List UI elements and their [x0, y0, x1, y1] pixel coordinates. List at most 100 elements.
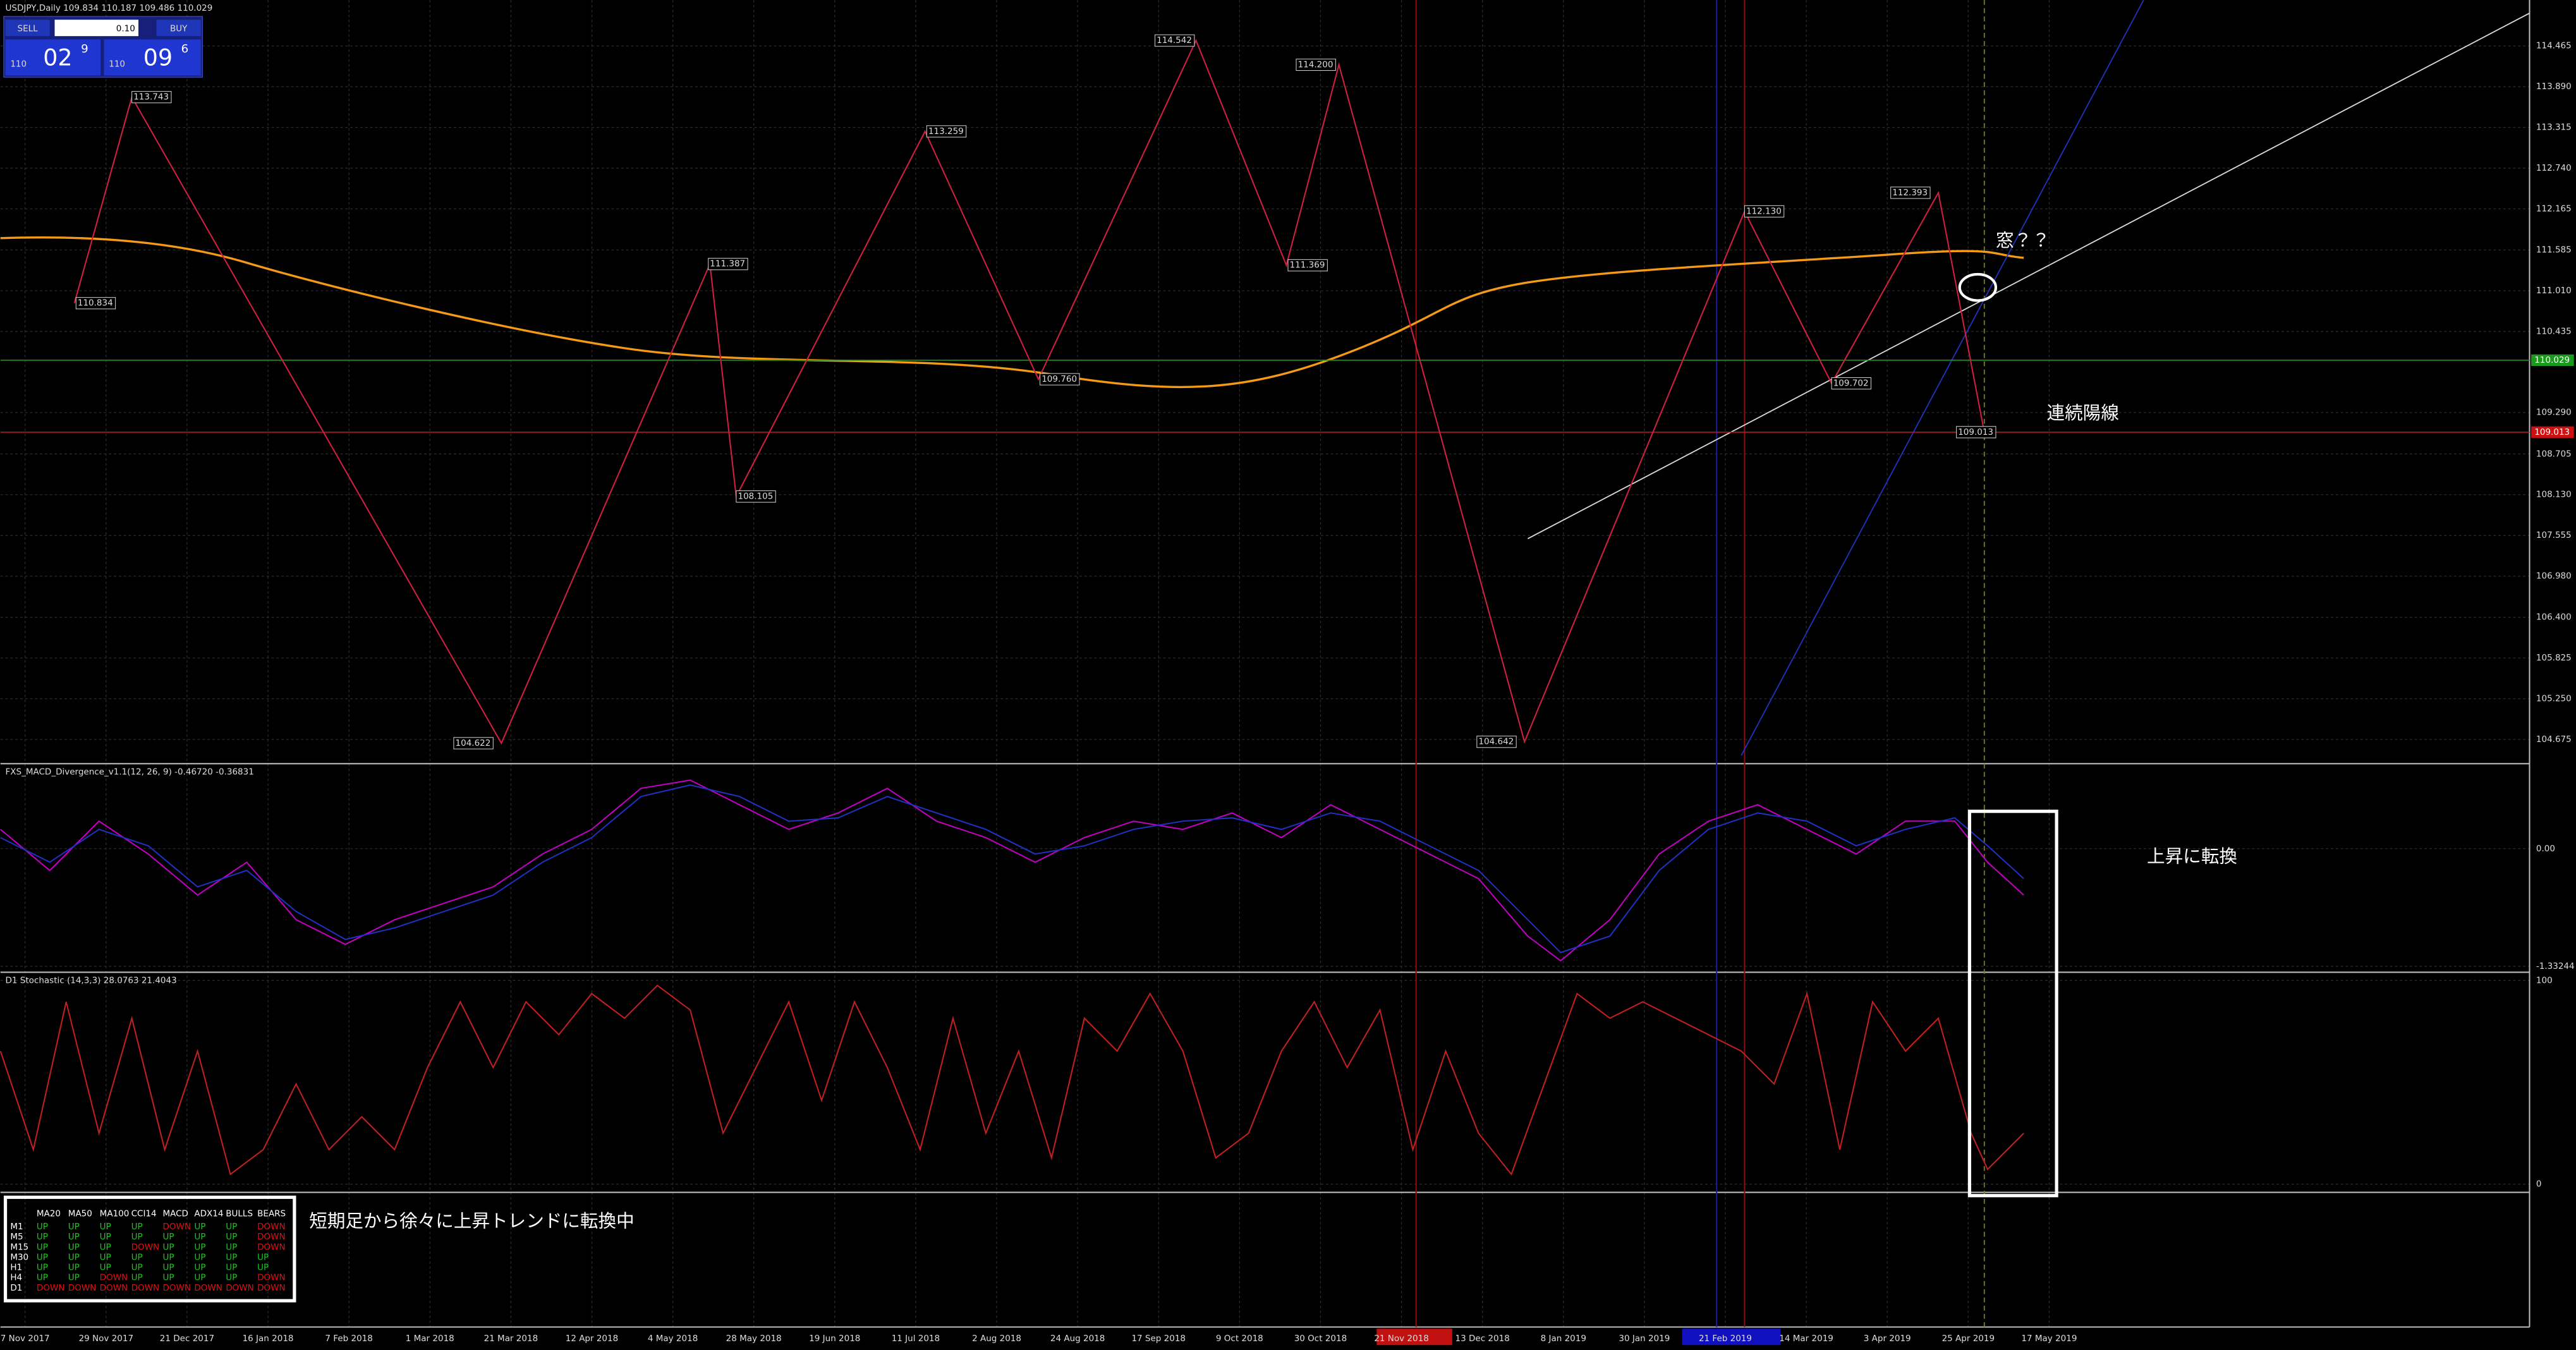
- pivot-label: 109.760: [1042, 374, 1077, 384]
- table-cell: DOWN: [100, 1273, 128, 1283]
- y-tick-label: 111.585: [2536, 245, 2572, 255]
- moving-average: [0, 236, 2024, 389]
- annotation: 上昇に転換: [2147, 845, 2237, 867]
- pivot-box: [926, 125, 967, 138]
- table-cell: UP: [226, 1273, 237, 1283]
- lots-field[interactable]: [54, 20, 139, 37]
- macd-line: [0, 779, 2024, 962]
- table-cell: UP: [194, 1242, 205, 1252]
- x-tick-label: 1 Mar 2018: [406, 1334, 454, 1344]
- table-box: [3, 1195, 296, 1303]
- table-cell: UP: [194, 1263, 205, 1273]
- table-cell: UP: [68, 1222, 80, 1232]
- x-tick-label: 11 Jul 2018: [892, 1334, 940, 1344]
- x-tick-label: 3 Apr 2019: [1864, 1334, 1911, 1344]
- table-cell: UP: [68, 1242, 80, 1252]
- pivot-label: 110.834: [78, 298, 113, 308]
- ask-box[interactable]: [104, 39, 201, 76]
- x-tick-label: 17 Sep 2018: [1131, 1334, 1186, 1344]
- pivot-box: [1831, 377, 1872, 390]
- table-cell: UP: [37, 1232, 48, 1242]
- pivot-box: [1476, 736, 1517, 748]
- gap-circle: [1958, 272, 1998, 302]
- table-header: ADX14: [194, 1208, 223, 1219]
- y-tick-label: 111.010: [2536, 286, 2572, 296]
- buy-label: BUY: [170, 23, 188, 33]
- table-cell: UP: [194, 1232, 205, 1242]
- pivot-box: [1744, 205, 1785, 218]
- y-tick-label: 113.890: [2536, 82, 2572, 92]
- table-row-label: H4: [10, 1273, 22, 1283]
- price-tag: [2531, 426, 2574, 438]
- table-header: MA20: [37, 1208, 61, 1219]
- table-row-label: M30: [10, 1252, 28, 1262]
- bid-main: 02: [43, 44, 72, 71]
- x-tick-label: 14 Mar 2019: [1779, 1334, 1833, 1344]
- pivot-box: [453, 737, 494, 750]
- pivot-box: [1040, 373, 1080, 386]
- ask-main: 09: [143, 44, 173, 71]
- pivot-label: 111.387: [710, 259, 745, 269]
- pivot-label: 113.259: [928, 126, 964, 137]
- x-tick-label: 21 Feb 2019: [1699, 1334, 1752, 1344]
- table-row-label: H1: [10, 1263, 22, 1273]
- table-cell: UP: [100, 1252, 111, 1262]
- pivot-label: 114.542: [1157, 35, 1192, 46]
- y-tick-label: 104.675: [2536, 734, 2572, 745]
- x-tick-label: 7 Feb 2018: [325, 1334, 372, 1344]
- y-tick-label: 105.250: [2536, 694, 2572, 704]
- pivot-label: 114.200: [1298, 59, 1334, 70]
- y-tick-label: 106.980: [2536, 571, 2572, 581]
- sell-button[interactable]: [5, 20, 50, 37]
- table-row-label: D1: [10, 1283, 22, 1293]
- pivot-box: [75, 297, 116, 310]
- table-cell: UP: [226, 1263, 237, 1273]
- table-cell: UP: [162, 1242, 174, 1252]
- table-header: MA100: [100, 1208, 130, 1219]
- annotation: 短期足から徐々に上昇トレンドに転換中: [309, 1210, 634, 1231]
- table-cell: UP: [131, 1252, 143, 1262]
- table-cell: UP: [257, 1252, 269, 1262]
- y-tick-label: 0: [2536, 1179, 2542, 1189]
- table-cell: UP: [226, 1252, 237, 1262]
- table-cell: UP: [68, 1263, 80, 1273]
- table-cell: DOWN: [162, 1222, 190, 1232]
- table-cell: UP: [131, 1222, 143, 1232]
- table-cell: UP: [100, 1222, 111, 1232]
- table-cell: UP: [37, 1252, 48, 1262]
- pivot-label: 104.642: [1478, 737, 1514, 747]
- table-cell: UP: [162, 1232, 174, 1242]
- pivot-label: 112.393: [1892, 188, 1928, 198]
- x-tick-label: 21 Mar 2018: [484, 1334, 538, 1344]
- table-cell: UP: [131, 1263, 143, 1273]
- table-cell: UP: [194, 1273, 205, 1283]
- y-tick-label: 106.400: [2536, 612, 2572, 623]
- table-cell: DOWN: [131, 1283, 159, 1293]
- pivot-label: 112.130: [1746, 206, 1782, 216]
- pivot-label: 111.369: [1290, 260, 1325, 271]
- table-cell: UP: [100, 1263, 111, 1273]
- x-tick-label: 16 Jan 2018: [243, 1334, 294, 1344]
- buy-button[interactable]: [156, 20, 201, 37]
- table-cell: UP: [226, 1242, 237, 1252]
- chart-header: USDJPY,Daily 109.834 110.187 109.486 110…: [6, 3, 213, 13]
- trend-line: [1527, 12, 2530, 540]
- bid-box[interactable]: [5, 39, 101, 76]
- panel-title: D1 Stochastic (14,3,3) 28.0763 21.4043: [6, 975, 177, 985]
- stochastic-line: [0, 984, 2024, 1176]
- table-cell: DOWN: [257, 1242, 285, 1252]
- x-tick-label: 2 Aug 2018: [972, 1334, 1021, 1344]
- price-tag: [2531, 354, 2574, 367]
- table-header: MACD: [162, 1208, 188, 1219]
- table-cell: UP: [100, 1232, 111, 1242]
- table-cell: UP: [68, 1273, 80, 1283]
- table-cell: UP: [194, 1252, 205, 1262]
- x-tick-label: 4 May 2018: [648, 1334, 698, 1344]
- bid-small: 9: [81, 42, 88, 56]
- pivot-box: [736, 490, 776, 503]
- ask-small: 6: [181, 42, 189, 56]
- table-row-label: M5: [10, 1232, 23, 1242]
- table-cell: DOWN: [257, 1232, 285, 1242]
- pivot-label: 109.013: [1958, 427, 1993, 437]
